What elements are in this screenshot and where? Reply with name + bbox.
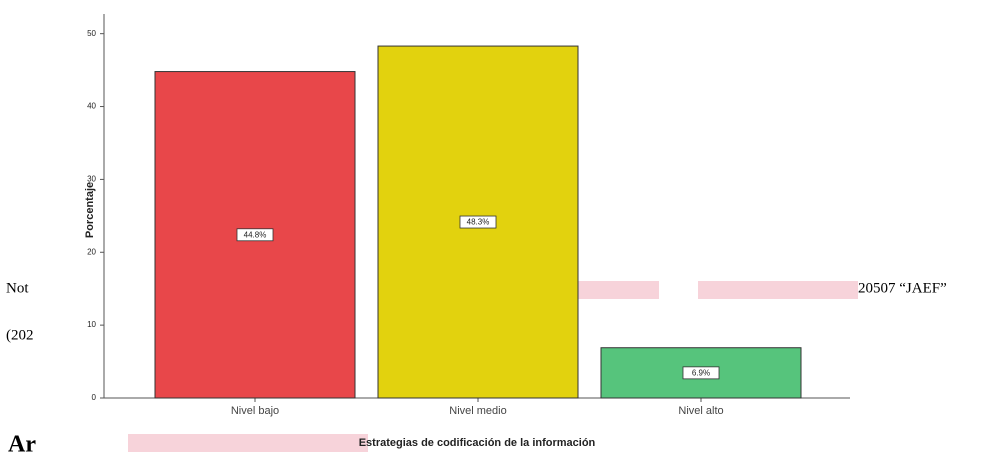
x-tick-label: Nivel medio (449, 405, 506, 417)
y-axis-label: Porcentaje (84, 182, 96, 238)
y-tick-label: 0 (92, 393, 97, 402)
y-tick-label: 10 (87, 320, 96, 329)
x-tick-label: Nivel bajo (231, 405, 279, 417)
value-label: 44.8% (244, 230, 267, 239)
value-label-box (236, 228, 274, 242)
x-axis-label: Estrategias de codificación de la inform… (359, 437, 596, 449)
y-tick-label: 50 (87, 29, 96, 38)
value-label: 6.9% (692, 368, 710, 377)
value-label: 48.3% (467, 218, 490, 227)
highlight (698, 281, 858, 299)
y-tick-label: 20 (87, 247, 96, 256)
y-tick-label: 40 (87, 102, 96, 111)
doc-heading: Ar (8, 432, 36, 455)
y-tick-label: 30 (87, 175, 96, 184)
doc-text: (202 (6, 327, 34, 343)
value-label-box (682, 366, 720, 380)
bar (377, 45, 579, 399)
doc-text: Not (6, 280, 29, 296)
highlight (128, 434, 368, 452)
value-label-box (459, 215, 497, 229)
x-tick-label: Nivel alto (678, 405, 723, 417)
doc-text: 20507 “JAEF” (858, 280, 947, 296)
